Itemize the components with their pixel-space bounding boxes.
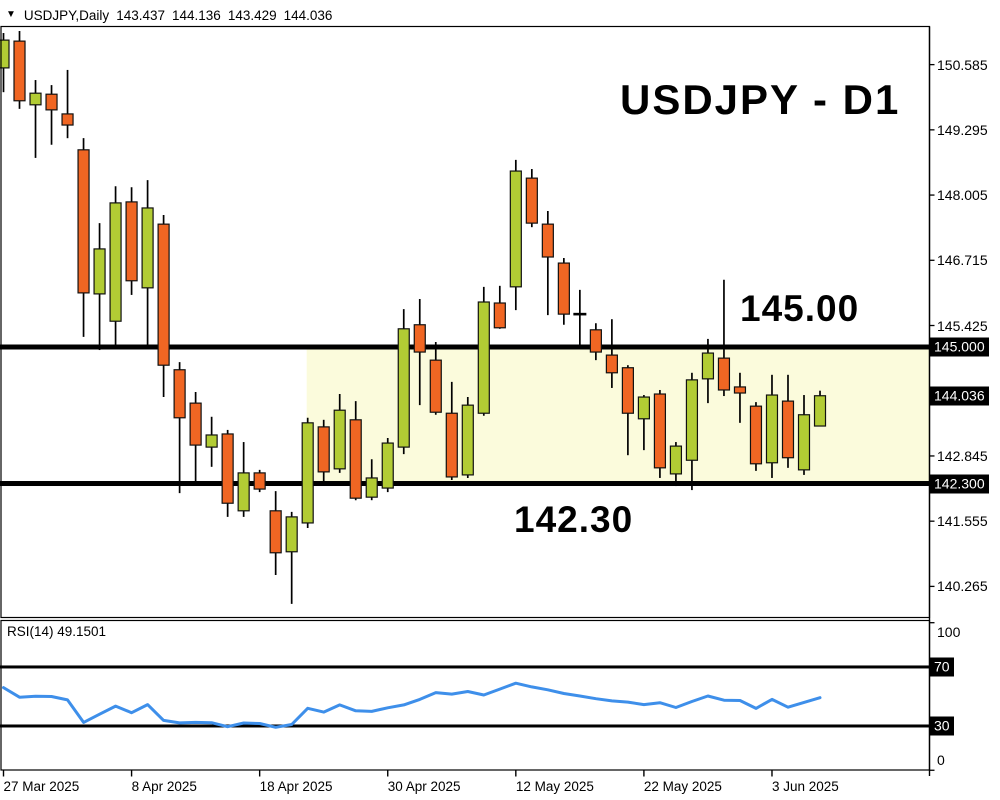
price-axis-badge: 145.000 — [930, 337, 989, 357]
ohlc-close: 144.036 — [283, 7, 333, 23]
price-axis-label: 142.845 — [937, 447, 988, 464]
candle — [781, 374, 795, 468]
candle — [541, 210, 554, 316]
candle — [125, 187, 138, 295]
support-line[interactable] — [0, 481, 930, 487]
resistance-line[interactable] — [0, 344, 930, 350]
candle — [397, 309, 410, 455]
date-axis-label: 27 Mar 2025 — [3, 779, 80, 794]
rsi-axis-label: 70 — [930, 657, 954, 677]
candle — [685, 372, 699, 491]
candle — [157, 215, 170, 398]
date-axis-label: 18 Apr 2025 — [259, 779, 333, 794]
candle — [29, 80, 42, 158]
resistance-level-annotation: 145.00 — [740, 288, 860, 329]
rsi-level-line[interactable] — [0, 724, 930, 728]
candle — [109, 186, 122, 345]
candle — [605, 319, 618, 388]
candle — [557, 258, 570, 325]
candle — [509, 159, 522, 311]
support-level-annotation: 142.30 — [514, 499, 634, 540]
price-axis-badge: 144.036 — [930, 386, 989, 406]
price-axis-label: 140.265 — [937, 578, 988, 595]
candle — [77, 138, 90, 337]
price-axis-label: 145.425 — [937, 317, 988, 334]
price-axis-label: 148.005 — [937, 187, 988, 204]
rsi-axis-label: 30 — [930, 716, 954, 736]
candle — [653, 389, 667, 478]
candle — [813, 390, 827, 427]
main-panel — [1, 26, 930, 618]
price-axis-label: 150.585 — [937, 56, 988, 73]
candle — [701, 338, 715, 404]
candle — [637, 395, 651, 451]
date-axis-label: 8 Apr 2025 — [131, 779, 197, 794]
rsi-axis-label: 0 — [937, 752, 945, 768]
candle — [269, 491, 282, 576]
rsi-indicator-label: RSI(14) 49.1501 — [7, 624, 107, 639]
candle — [381, 438, 394, 493]
candle — [61, 69, 74, 139]
candle — [733, 372, 747, 423]
price-axis-label: 146.715 — [937, 252, 988, 269]
candle — [493, 285, 506, 329]
date-axis-label: 30 Apr 2025 — [387, 779, 461, 794]
candle — [525, 169, 538, 228]
candle — [189, 391, 202, 482]
candle — [749, 402, 763, 471]
candle — [365, 459, 378, 501]
ohlc-open: 143.437 — [116, 7, 165, 23]
candle — [173, 362, 186, 494]
candle — [573, 289, 587, 349]
date-axis-label: 22 May 2025 — [643, 779, 722, 794]
price-axis-label: 141.555 — [937, 513, 988, 530]
price-axis-badge: 142.300 — [930, 474, 989, 493]
candle — [669, 442, 683, 487]
symbol-period-label: USDJPY,Daily — [23, 7, 110, 23]
candle — [797, 395, 811, 475]
candle — [477, 286, 490, 416]
chart-title-annotation: USDJPY - D1 — [620, 76, 901, 123]
candle — [301, 417, 314, 529]
candle — [429, 341, 442, 415]
candle — [13, 31, 26, 109]
date-axis-label: 3 Jun 2025 — [771, 779, 839, 794]
candle — [333, 394, 346, 473]
candle — [413, 298, 426, 406]
price-axis-label: 149.295 — [937, 121, 988, 138]
ohlc-high: 144.136 — [172, 7, 221, 23]
date-axis-label: 12 May 2025 — [515, 779, 594, 794]
candle — [349, 401, 362, 501]
candle — [45, 85, 58, 145]
candle — [717, 279, 731, 397]
candle — [461, 397, 474, 478]
rsi-line — [2, 681, 822, 729]
symbol-dropdown-icon[interactable]: ▼ — [6, 9, 16, 20]
rsi-level-line[interactable] — [0, 665, 930, 669]
symbol-header: ▼ USDJPY,Daily 143.437 144.136 143.429 1… — [6, 5, 332, 25]
candle — [93, 223, 106, 351]
ohlc-low: 143.429 — [227, 7, 277, 23]
candle — [253, 469, 266, 493]
candle — [317, 419, 330, 482]
candle — [221, 429, 234, 517]
candle — [621, 365, 634, 456]
candle — [0, 33, 10, 93]
rsi-panel — [1, 620, 930, 770]
candle — [589, 323, 602, 361]
candle — [445, 381, 458, 480]
candle — [765, 374, 779, 478]
candle — [205, 416, 218, 467]
rsi-axis-label: 100 — [937, 623, 961, 640]
candle — [141, 180, 154, 347]
candle — [237, 442, 250, 517]
candle — [285, 511, 298, 604]
